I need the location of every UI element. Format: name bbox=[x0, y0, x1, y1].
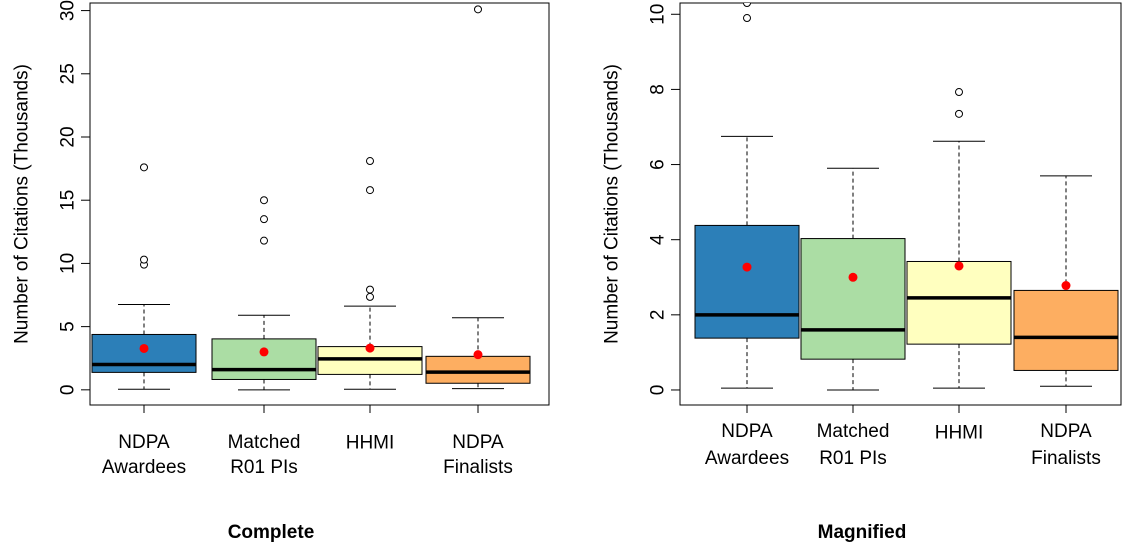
x-tick-label: NDPA bbox=[721, 421, 773, 442]
mean-marker bbox=[742, 262, 752, 272]
iqr-box bbox=[1013, 289, 1119, 371]
mean-marker bbox=[139, 343, 149, 353]
y-tick-label: 4 bbox=[648, 234, 669, 245]
y-axis-title: Number of Citations (Thousands) bbox=[12, 64, 33, 344]
outlier-point bbox=[260, 215, 268, 224]
iqr-box bbox=[211, 338, 317, 380]
iqr-box bbox=[800, 238, 906, 360]
box-group bbox=[800, 167, 906, 391]
mean-marker bbox=[473, 350, 483, 360]
y-tick-label: 5 bbox=[58, 321, 79, 332]
x-tick-label: NDPA bbox=[118, 432, 170, 453]
y-tick-label: 6 bbox=[648, 159, 669, 170]
outlier-point bbox=[743, 3, 751, 7]
y-tick-label: 10 bbox=[648, 4, 669, 25]
x-tick-label: Matched bbox=[228, 432, 301, 453]
y-tick-label: 0 bbox=[58, 385, 79, 396]
panel-magnified: 0 2 4 6 8 10 Number of Citations (Thousands) ND… bbox=[602, 2, 1122, 543]
panel-complete: 0 5 10 15 20 25 30 Number of Citations (Thousan… bbox=[12, 0, 550, 543]
y-tick-label: 15 bbox=[58, 190, 79, 211]
x-tick-label: HHMI bbox=[935, 423, 984, 444]
outlier-point bbox=[260, 196, 268, 205]
x-tick-label: Awardees bbox=[102, 457, 186, 478]
iqr-box bbox=[694, 224, 800, 339]
box-group bbox=[425, 5, 531, 390]
x-tick-label: HHMI bbox=[346, 433, 395, 454]
y-tick-label: 25 bbox=[58, 63, 79, 84]
y-tick-label: 20 bbox=[58, 126, 79, 147]
outlier-point bbox=[366, 285, 374, 294]
mean-marker bbox=[848, 272, 858, 282]
box-group bbox=[694, 3, 800, 389]
panel-title: Magnified bbox=[818, 522, 907, 543]
box-group bbox=[1013, 175, 1119, 387]
y-tick-label: 0 bbox=[648, 385, 669, 396]
plot-area bbox=[694, 3, 1119, 391]
mean-marker bbox=[1061, 281, 1071, 291]
y-tick-label: 30 bbox=[58, 0, 79, 21]
outlier-point bbox=[474, 5, 482, 14]
panel-title: Complete bbox=[228, 522, 315, 543]
box-group bbox=[906, 88, 1012, 389]
outlier-point bbox=[366, 186, 374, 195]
outlier-point bbox=[140, 163, 148, 172]
outlier-point bbox=[260, 236, 268, 245]
x-tick-label: Finalists bbox=[1031, 448, 1101, 469]
mean-marker bbox=[259, 347, 269, 357]
x-tick-label: R01 PIs bbox=[819, 448, 887, 469]
x-tick-label: Matched bbox=[817, 421, 890, 442]
outlier-point bbox=[140, 255, 148, 264]
box-group bbox=[317, 157, 423, 390]
x-tick-label: R01 PIs bbox=[230, 457, 298, 478]
mean-marker bbox=[954, 261, 964, 271]
iqr-box bbox=[906, 260, 1012, 345]
outlier-point bbox=[955, 88, 963, 97]
x-tick-label: NDPA bbox=[1040, 421, 1092, 442]
y-tick-label: 10 bbox=[58, 253, 79, 274]
y-tick-label: 8 bbox=[648, 84, 669, 95]
box-group bbox=[91, 163, 197, 390]
outlier-point bbox=[743, 14, 751, 23]
iqr-box bbox=[91, 333, 197, 373]
iqr-box bbox=[425, 355, 531, 384]
x-tick-label: NDPA bbox=[452, 432, 504, 453]
outlier-point bbox=[955, 109, 963, 118]
y-axis-title: Number of Citations (Thousands) bbox=[602, 64, 623, 344]
y-tick-label: 2 bbox=[648, 310, 669, 321]
box-group bbox=[211, 196, 317, 391]
outlier-point bbox=[366, 292, 374, 301]
mean-marker bbox=[365, 343, 375, 353]
outlier-point bbox=[366, 157, 374, 166]
x-tick-label: Finalists bbox=[443, 457, 513, 478]
x-tick-label: Awardees bbox=[705, 448, 789, 469]
plot-area bbox=[91, 5, 531, 391]
